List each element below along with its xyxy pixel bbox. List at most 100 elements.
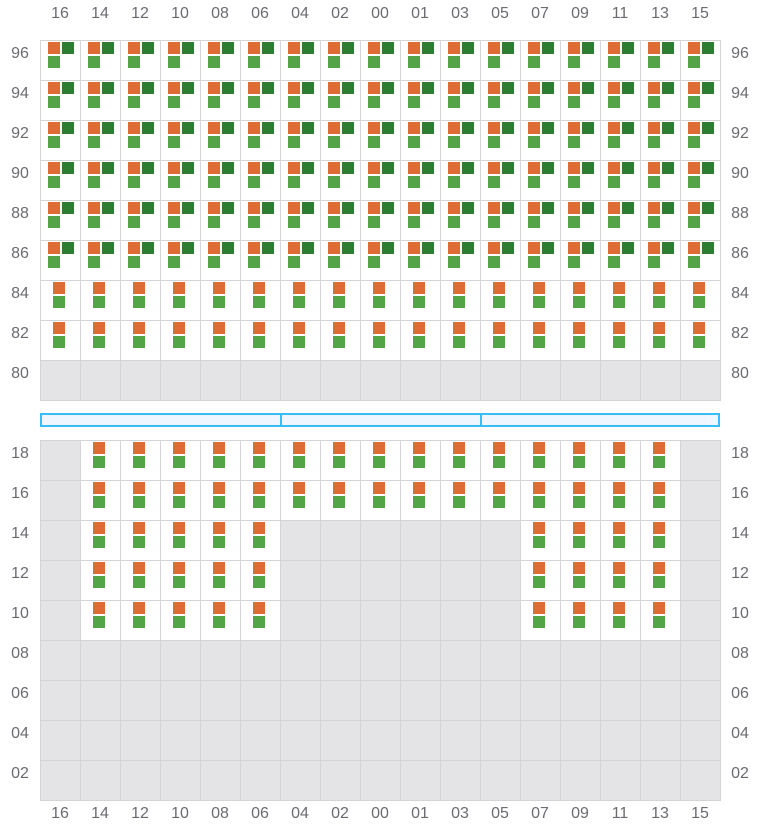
grid-cell[interactable] — [279, 79, 321, 121]
grid-cell[interactable] — [479, 479, 521, 521]
grid-cell[interactable] — [359, 239, 401, 281]
grid-cell[interactable] — [319, 39, 361, 81]
grid-cell[interactable] — [159, 39, 201, 81]
grid-cell[interactable] — [679, 79, 721, 121]
grid-cell[interactable] — [639, 39, 681, 81]
grid-cell[interactable] — [359, 439, 401, 481]
grid-cell[interactable] — [599, 479, 641, 521]
grid-cell[interactable] — [199, 599, 241, 641]
grid-cell[interactable] — [639, 319, 681, 361]
grid-cell[interactable] — [39, 239, 81, 281]
grid-cell[interactable] — [519, 479, 561, 521]
grid-cell[interactable] — [599, 599, 641, 641]
grid-cell[interactable] — [199, 559, 241, 601]
grid-cell[interactable] — [399, 479, 441, 521]
grid-cell[interactable] — [279, 439, 321, 481]
grid-cell[interactable] — [639, 239, 681, 281]
grid-cell[interactable] — [399, 439, 441, 481]
grid-cell[interactable] — [479, 119, 521, 161]
grid-cell[interactable] — [79, 559, 121, 601]
grid-cell[interactable] — [599, 519, 641, 561]
grid-cell[interactable] — [639, 279, 681, 321]
grid-cell[interactable] — [559, 279, 601, 321]
grid-cell[interactable] — [439, 79, 481, 121]
grid-cell[interactable] — [559, 239, 601, 281]
grid-cell[interactable] — [119, 279, 161, 321]
grid-cell[interactable] — [639, 119, 681, 161]
grid-cell[interactable] — [159, 439, 201, 481]
grid-cell[interactable] — [199, 439, 241, 481]
grid-cell[interactable] — [119, 119, 161, 161]
grid-cell[interactable] — [479, 79, 521, 121]
grid-cell[interactable] — [359, 479, 401, 521]
grid-cell[interactable] — [79, 79, 121, 121]
grid-cell[interactable] — [79, 119, 121, 161]
grid-cell[interactable] — [679, 39, 721, 81]
grid-cell[interactable] — [199, 39, 241, 81]
grid-cell[interactable] — [559, 319, 601, 361]
grid-cell[interactable] — [239, 319, 281, 361]
grid-cell[interactable] — [399, 79, 441, 121]
grid-cell[interactable] — [159, 119, 201, 161]
grid-cell[interactable] — [319, 319, 361, 361]
grid-cell[interactable] — [519, 439, 561, 481]
grid-cell[interactable] — [359, 199, 401, 241]
grid-cell[interactable] — [199, 159, 241, 201]
grid-cell[interactable] — [479, 239, 521, 281]
grid-cell[interactable] — [319, 199, 361, 241]
grid-cell[interactable] — [439, 199, 481, 241]
grid-cell[interactable] — [399, 239, 441, 281]
grid-cell[interactable] — [479, 39, 521, 81]
grid-cell[interactable] — [79, 439, 121, 481]
grid-cell[interactable] — [239, 559, 281, 601]
grid-cell[interactable] — [119, 559, 161, 601]
grid-cell[interactable] — [359, 79, 401, 121]
grid-cell[interactable] — [119, 79, 161, 121]
grid-cell[interactable] — [79, 319, 121, 361]
grid-cell[interactable] — [399, 119, 441, 161]
grid-cell[interactable] — [39, 319, 81, 361]
grid-cell[interactable] — [439, 159, 481, 201]
grid-cell[interactable] — [319, 239, 361, 281]
grid-cell[interactable] — [159, 79, 201, 121]
grid-cell[interactable] — [159, 279, 201, 321]
grid-cell[interactable] — [199, 519, 241, 561]
grid-cell[interactable] — [159, 319, 201, 361]
grid-cell[interactable] — [559, 479, 601, 521]
grid-cell[interactable] — [639, 559, 681, 601]
grid-cell[interactable] — [399, 159, 441, 201]
grid-cell[interactable] — [159, 519, 201, 561]
grid-cell[interactable] — [279, 119, 321, 161]
grid-cell[interactable] — [639, 599, 681, 641]
grid-cell[interactable] — [119, 39, 161, 81]
grid-cell[interactable] — [199, 199, 241, 241]
grid-cell[interactable] — [199, 319, 241, 361]
grid-cell[interactable] — [239, 39, 281, 81]
grid-cell[interactable] — [559, 79, 601, 121]
grid-cell[interactable] — [639, 519, 681, 561]
grid-cell[interactable] — [199, 479, 241, 521]
grid-cell[interactable] — [399, 319, 441, 361]
grid-cell[interactable] — [519, 279, 561, 321]
grid-cell[interactable] — [559, 159, 601, 201]
grid-cell[interactable] — [519, 199, 561, 241]
grid-cell[interactable] — [479, 159, 521, 201]
grid-cell[interactable] — [559, 199, 601, 241]
grid-cell[interactable] — [39, 119, 81, 161]
grid-cell[interactable] — [519, 559, 561, 601]
grid-cell[interactable] — [439, 119, 481, 161]
grid-cell[interactable] — [599, 39, 641, 81]
grid-cell[interactable] — [679, 319, 721, 361]
grid-cell[interactable] — [599, 199, 641, 241]
grid-cell[interactable] — [119, 159, 161, 201]
grid-cell[interactable] — [399, 199, 441, 241]
grid-cell[interactable] — [279, 239, 321, 281]
grid-cell[interactable] — [679, 279, 721, 321]
grid-cell[interactable] — [679, 239, 721, 281]
grid-cell[interactable] — [359, 119, 401, 161]
grid-cell[interactable] — [239, 79, 281, 121]
grid-cell[interactable] — [639, 439, 681, 481]
grid-cell[interactable] — [119, 519, 161, 561]
grid-cell[interactable] — [119, 599, 161, 641]
grid-cell[interactable] — [39, 199, 81, 241]
